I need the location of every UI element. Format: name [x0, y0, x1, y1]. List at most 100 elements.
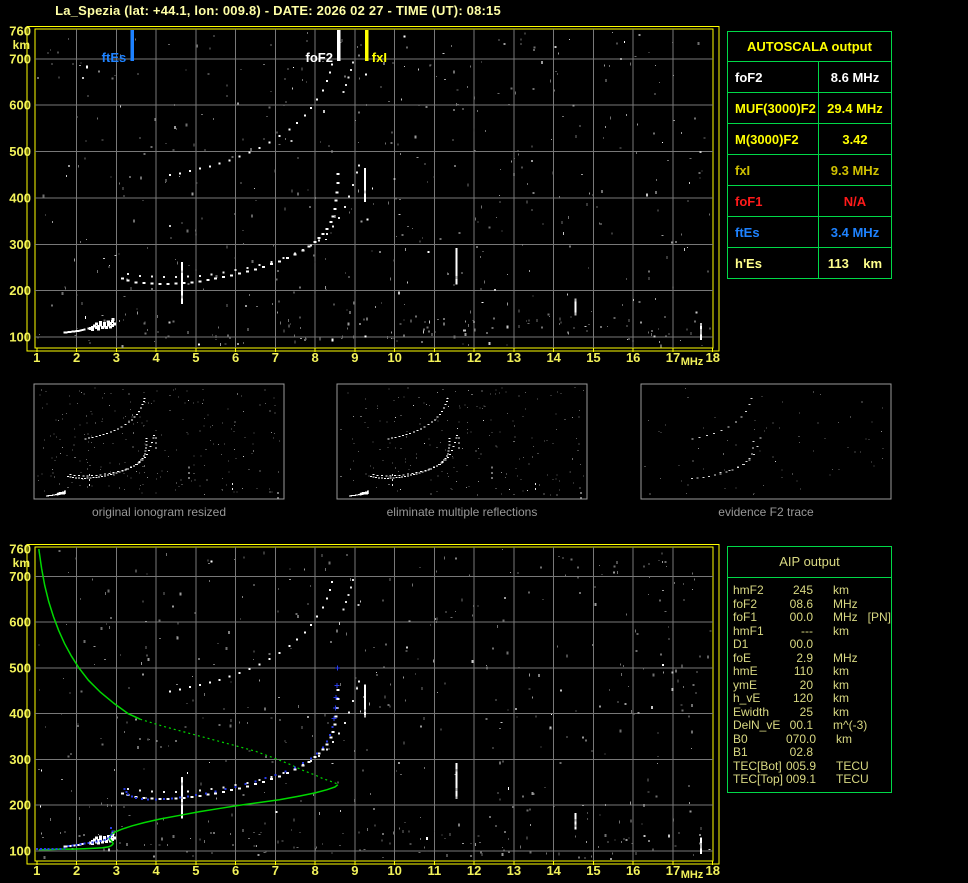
- param-value: N/A: [819, 186, 891, 216]
- thumbnail-caption-original: original ionogram resized: [34, 505, 284, 519]
- top-markers: ftEsfoF2fxI: [102, 30, 387, 65]
- aip-row-TEC[Bot]: TEC[Bot]005.9 TECU: [733, 760, 891, 774]
- aip-u: MHz: [833, 652, 858, 666]
- fit-trace: [36, 665, 340, 850]
- aip-row-ymE: ymE20km: [733, 679, 891, 693]
- x-tick-label: 10: [387, 863, 401, 878]
- x-tick-label: 2: [73, 350, 80, 365]
- aip-v: 070.0: [786, 733, 816, 747]
- aip-p: ymE: [733, 679, 786, 693]
- autoscala-row-h'Es: h'Es113 km: [728, 248, 891, 278]
- autoscala-row-MUF(3000)F2: MUF(3000)F229.4 MHz: [728, 93, 891, 124]
- aip-p: Ewidth: [733, 706, 786, 720]
- aip-v: 005.9: [786, 760, 816, 774]
- x-tick-label: 9: [351, 863, 358, 878]
- param-value: 8.6 MHz: [819, 62, 891, 92]
- aip-row-hmE: hmE110km: [733, 665, 891, 679]
- y-tick-label: 500: [9, 660, 31, 675]
- y-tick-label: 600: [9, 98, 31, 113]
- aip-table-rows: hmF2245kmfoF208.6MHzfoF100.0MHz[PN]hmF1-…: [728, 578, 891, 787]
- x-tick-label: 11: [428, 350, 442, 365]
- x-tick-label: 15: [586, 350, 600, 365]
- param-label: foF2: [728, 62, 819, 92]
- aip-row-TEC[Top]: TEC[Top]009.1TECU: [733, 773, 891, 787]
- aip-u: km: [833, 584, 849, 598]
- autoscala-row-foF1: foF1N/A: [728, 186, 891, 217]
- x-tick-label: 16: [626, 350, 640, 365]
- aip-n: [PN]: [868, 611, 891, 625]
- bottom-ionogram: 123456789101112131415161718MHz7607006005…: [9, 541, 720, 881]
- x-tick-label: 13: [507, 863, 521, 878]
- aip-p: hmF1: [733, 625, 786, 639]
- autoscala-window: La_Spezia (lat: +44.1, lon: 009.8) - DAT…: [0, 0, 968, 883]
- aip-u: MHz: [833, 611, 858, 625]
- aip-row-B0: B0070.0km: [733, 733, 891, 747]
- aip-p: TEC[Bot]: [733, 760, 786, 774]
- aip-v: 245: [786, 584, 813, 598]
- param-label: ftEs: [728, 217, 819, 247]
- top-ionogram-grid: [35, 29, 713, 348]
- aip-u: m^(-3): [833, 719, 867, 733]
- aip-p: D1: [733, 638, 786, 652]
- autoscala-table-title: AUTOSCALA output: [728, 32, 891, 62]
- foF2-marker-label: foF2: [306, 50, 333, 65]
- autoscala-row-ftEs: ftEs3.4 MHz: [728, 217, 891, 248]
- y-tick-label: 600: [9, 615, 31, 630]
- y-tick-label: 400: [9, 706, 31, 721]
- x-tick-label: 14: [546, 863, 561, 878]
- x-tick-label: 2: [73, 863, 80, 878]
- aip-row-h_vE: h_vE120km: [733, 692, 891, 706]
- param-label: foF1: [728, 186, 819, 216]
- param-label: fxI: [728, 155, 819, 185]
- aip-p: hmE: [733, 665, 786, 679]
- aip-v: 00.1: [786, 719, 813, 733]
- autoscala-row-M(3000)F2: M(3000)F23.42: [728, 124, 891, 155]
- y-tick-label: 760: [9, 23, 31, 38]
- x-axis-unit: MHz: [681, 869, 704, 881]
- y-axis-unit: km: [13, 38, 30, 52]
- x-tick-label: 17: [666, 863, 680, 878]
- bottom-ionogram-noise: [38, 549, 712, 860]
- aip-row-D1: D100.0: [733, 638, 891, 652]
- y-tick-label: 300: [9, 752, 31, 767]
- x-tick-label: 10: [387, 350, 401, 365]
- x-tick-label: 14: [546, 350, 561, 365]
- aip-row-DelN_vE: DelN_vE00.1 m^(-3): [733, 719, 891, 733]
- thumbnail-caption-evidence: evidence F2 trace: [641, 505, 891, 519]
- aip-u: km: [833, 706, 849, 720]
- x-tick-label: 7: [272, 350, 279, 365]
- aip-p: foF1: [733, 611, 786, 625]
- aip-u: TECU: [836, 760, 869, 774]
- x-tick-label: 4: [152, 350, 160, 365]
- aip-table-title: AIP output: [728, 547, 891, 578]
- autoscala-table: AUTOSCALA output foF28.6 MHzMUF(3000)F22…: [727, 31, 892, 279]
- ftEs-marker-line: [130, 30, 134, 61]
- x-axis-unit: MHz: [681, 356, 704, 368]
- top-ionogram: 123456789101112131415161718MHz7607006005…: [9, 23, 720, 368]
- x-tick-label: 18: [705, 863, 719, 878]
- profile-curve: [39, 549, 338, 850]
- x-tick-label: 18: [705, 350, 719, 365]
- y-tick-label: 500: [9, 144, 31, 159]
- aip-row-hmF2: hmF2245km: [733, 584, 891, 598]
- y-tick-label: 100: [9, 330, 31, 345]
- x-tick-label: 6: [232, 863, 239, 878]
- y-tick-label: 400: [9, 190, 31, 205]
- y-tick-label: 700: [9, 51, 31, 66]
- top-ionogram-noise: [37, 32, 710, 348]
- x-tick-label: 13: [507, 350, 521, 365]
- x-tick-label: 17: [666, 350, 680, 365]
- aip-p: DelN_vE: [733, 719, 786, 733]
- aip-u: km: [833, 692, 849, 706]
- aip-p: h_vE: [733, 692, 786, 706]
- thumbnail-0: [34, 384, 284, 499]
- aip-v: 00.0: [786, 638, 813, 652]
- x-tick-label: 8: [312, 863, 319, 878]
- x-tick-label: 1: [33, 350, 40, 365]
- aip-v: ---: [786, 625, 813, 639]
- top-ionogram-traces: [64, 62, 702, 340]
- thumbnail-1: [337, 384, 587, 499]
- aip-v: 08.6: [786, 598, 813, 612]
- aip-v: 110: [786, 665, 813, 679]
- bottom-ionogram-y-axis: 760700600500400300200100km: [9, 541, 31, 858]
